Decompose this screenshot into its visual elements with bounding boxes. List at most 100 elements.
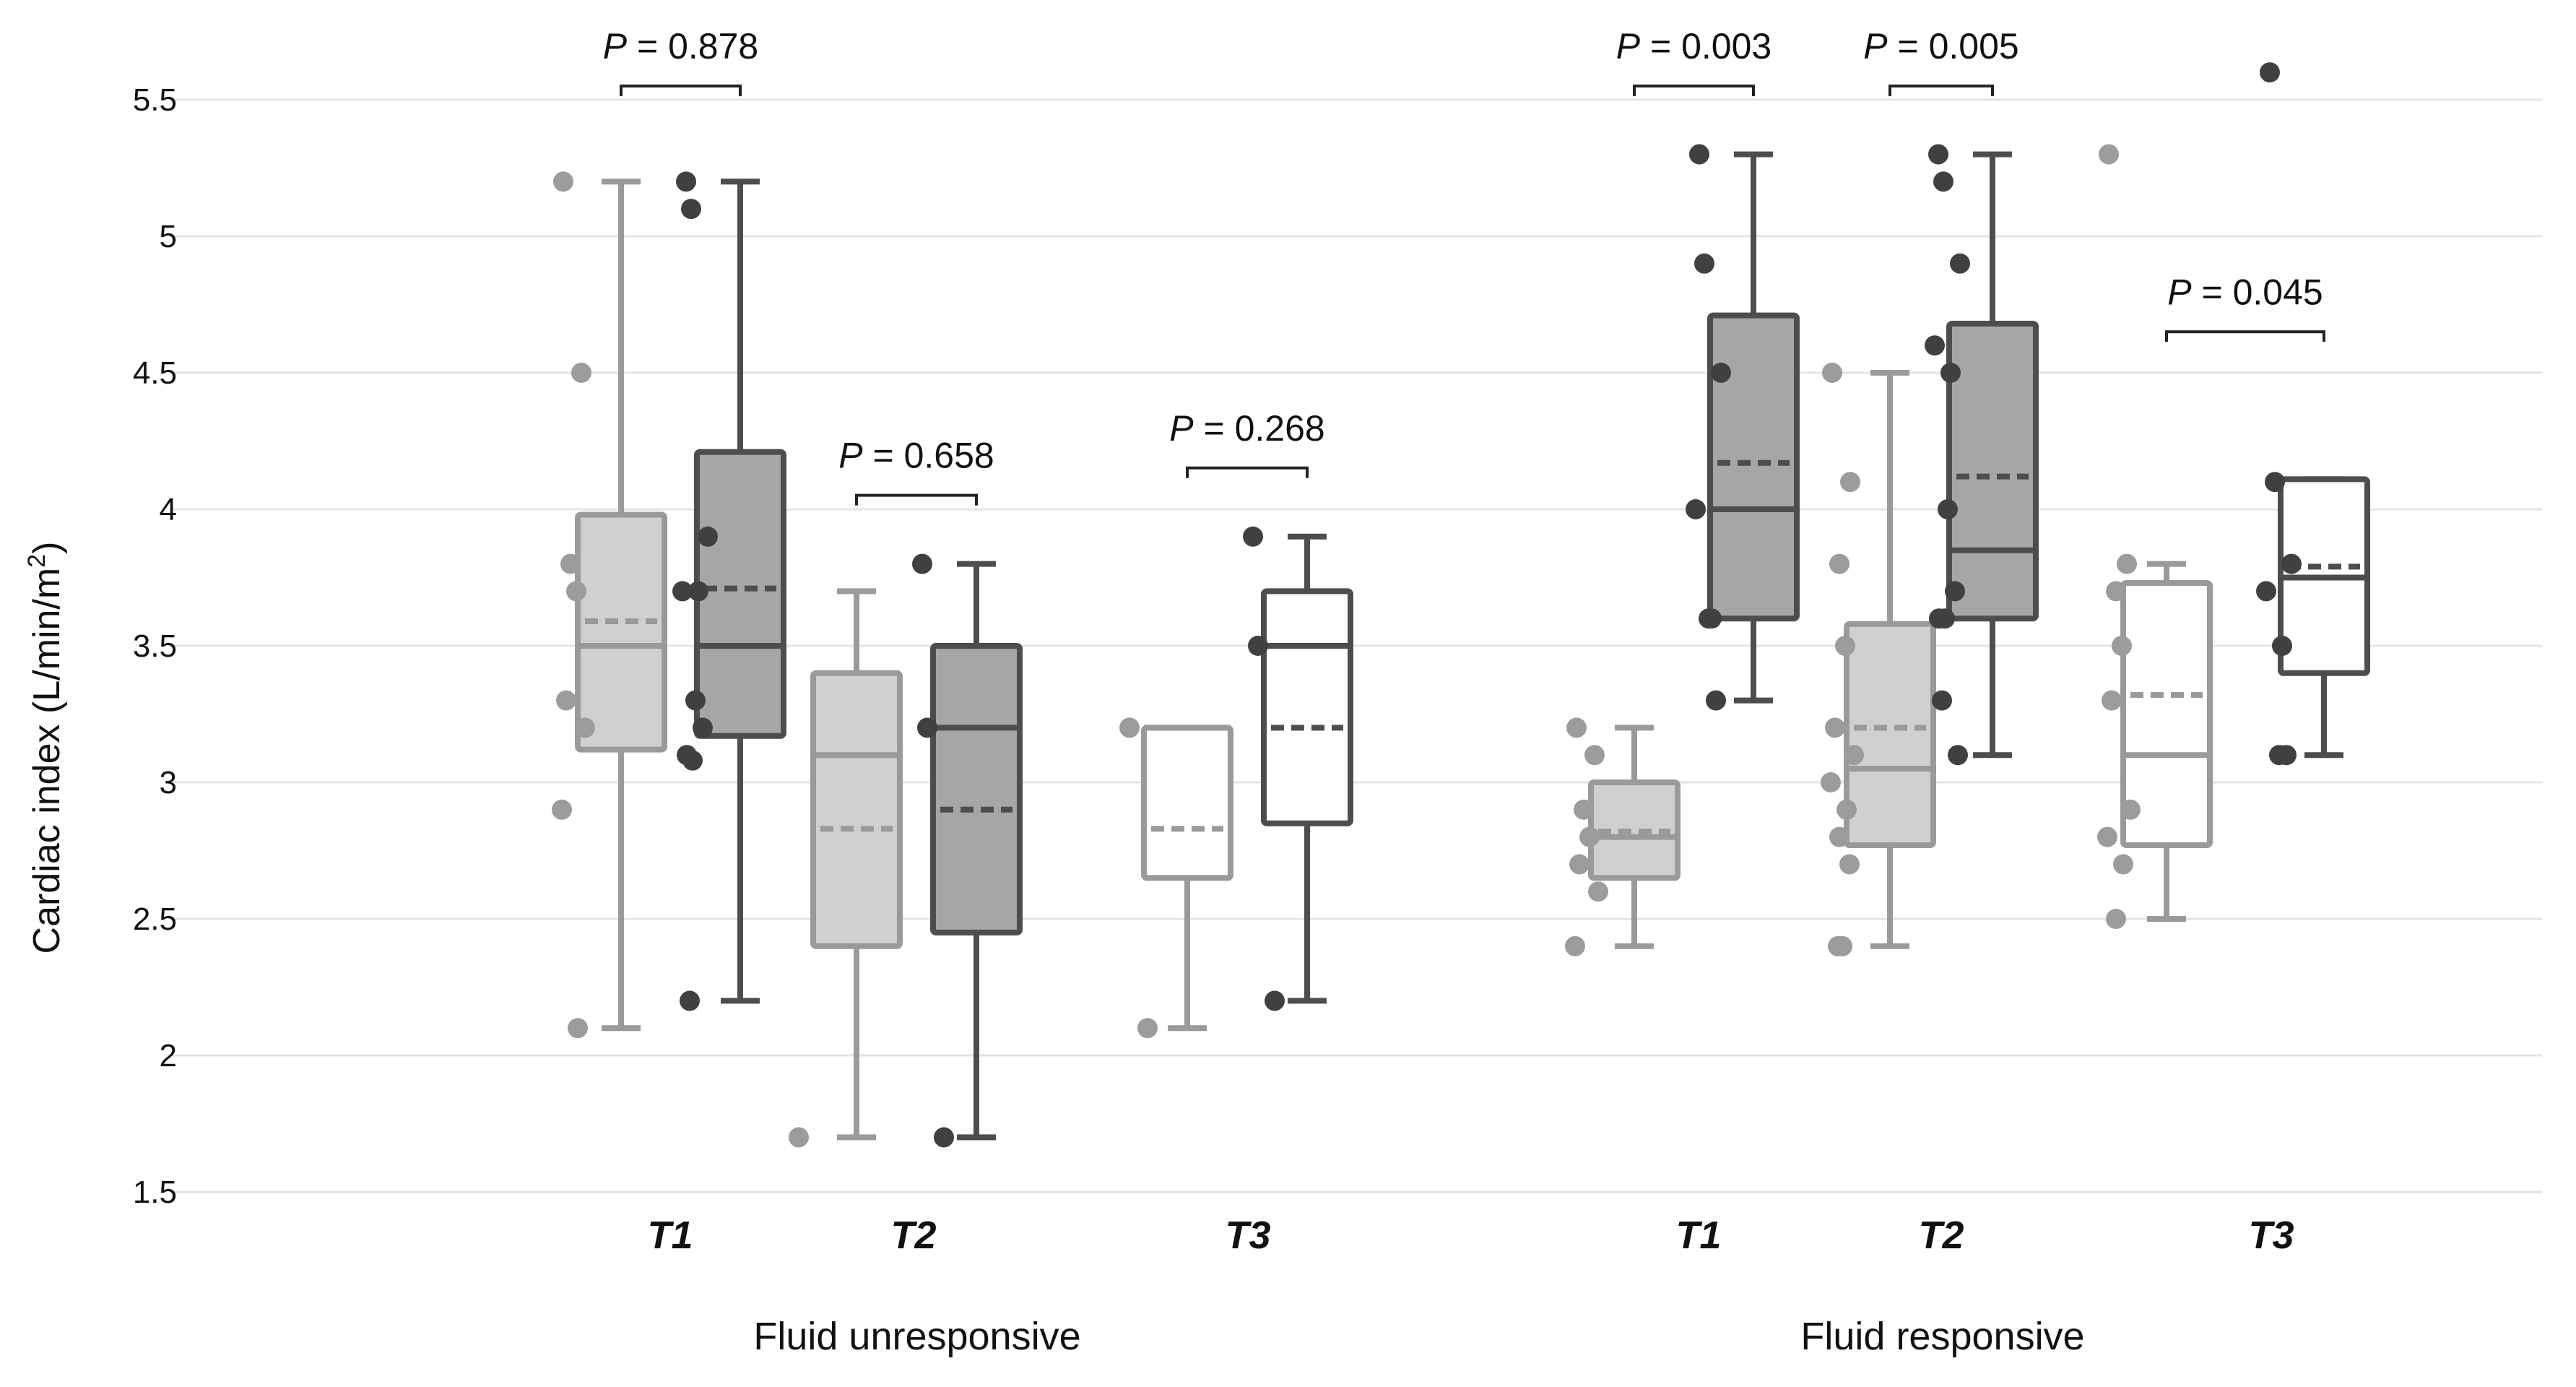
- data-point: [685, 690, 706, 711]
- data-point: [681, 199, 701, 220]
- data-point: [789, 1127, 809, 1148]
- data-point: [693, 717, 713, 738]
- box-iqr: [575, 511, 667, 753]
- data-point: [2117, 553, 2137, 574]
- p-value-label: P = 0.268: [1169, 408, 1324, 449]
- data-point: [1839, 854, 1860, 875]
- p-symbol: P: [838, 436, 863, 476]
- data-point: [553, 171, 573, 192]
- timepoint-label: T3: [1225, 1214, 1270, 1257]
- p-value: = 0.045: [2192, 272, 2323, 312]
- data-point: [1711, 363, 1731, 383]
- data-point: [1119, 717, 1140, 738]
- data-point: [1844, 745, 1864, 766]
- light-box-t3: [1119, 717, 1233, 1039]
- data-point: [1821, 772, 1841, 792]
- light-box-t1: [1565, 717, 1681, 956]
- data-point: [2276, 745, 2297, 766]
- data-point: [566, 581, 586, 602]
- p-value: = 0.658: [863, 436, 994, 476]
- data-point: [1686, 499, 1706, 519]
- box-iqr: [1261, 588, 1353, 826]
- dark-box-t1: [672, 171, 786, 1011]
- timepoint-label: T3: [2248, 1214, 2294, 1257]
- dark-box-t2: [1925, 144, 2039, 766]
- data-point: [1928, 144, 1948, 165]
- y-tick-label: 1.5: [133, 1175, 177, 1210]
- data-point: [1248, 636, 1268, 656]
- data-point: [1699, 608, 1719, 629]
- p-value-label: P = 0.003: [1616, 26, 1771, 66]
- data-point: [1828, 936, 1848, 956]
- data-point: [1565, 936, 1585, 956]
- y-tick-label: 2: [160, 1038, 177, 1073]
- data-point: [1829, 553, 1849, 574]
- p-value-label: P = 0.658: [838, 436, 994, 476]
- data-point: [672, 581, 693, 602]
- data-point: [934, 1127, 954, 1148]
- data-point: [2272, 636, 2292, 656]
- p-symbol: P: [603, 26, 628, 66]
- p-value-label: P = 0.878: [603, 26, 758, 66]
- timepoint-t1: P = 0.878 T1: [552, 26, 786, 1257]
- box-iqr: [1141, 725, 1233, 881]
- box-iqr: [694, 449, 786, 739]
- y-tick-label: 3: [160, 765, 177, 800]
- data-point: [2106, 909, 2126, 929]
- data-point: [1584, 745, 1605, 766]
- data-point: [1932, 690, 1952, 711]
- timepoint-label: T2: [1918, 1214, 1964, 1257]
- data-point: [1836, 799, 1857, 820]
- data-point: [560, 553, 581, 574]
- data-point: [2120, 799, 2141, 820]
- data-point: [1940, 363, 1961, 383]
- significance-bracket: [855, 493, 978, 506]
- p-symbol: P: [1863, 26, 1888, 66]
- p-symbol: P: [2167, 272, 2192, 312]
- data-point: [1694, 253, 1714, 274]
- data-point: [1938, 499, 1958, 519]
- data-point: [912, 553, 932, 574]
- data-point: [682, 750, 703, 771]
- box-iqr: [2120, 580, 2213, 848]
- data-point: [917, 717, 937, 738]
- light-box-t2: [1821, 363, 1936, 956]
- data-point: [2106, 581, 2126, 602]
- data-point: [552, 799, 572, 820]
- group-label: Fluid unresponsive: [753, 1315, 1080, 1358]
- p-value: = 0.003: [1640, 26, 1771, 66]
- data-point: [2102, 690, 2122, 711]
- group-label: Fluid responsive: [1800, 1315, 2084, 1358]
- data-point: [2097, 826, 2117, 847]
- box-iqr: [1946, 320, 2039, 622]
- data-point: [1935, 608, 1955, 629]
- light-box-t2: [789, 588, 903, 1148]
- box-iqr: [930, 643, 1023, 936]
- data-point: [1137, 1018, 1158, 1039]
- data-point: [1588, 881, 1608, 902]
- data-point: [1689, 144, 1709, 165]
- data-point: [556, 690, 576, 711]
- dark-box-t3: [1243, 526, 1353, 1011]
- data-point: [688, 581, 708, 602]
- data-point: [1925, 335, 1945, 356]
- timepoint-label: T1: [647, 1214, 693, 1257]
- data-point: [1574, 799, 1594, 820]
- y-tick-label: 4: [160, 492, 177, 527]
- light-box-t1: [552, 171, 667, 1039]
- data-point: [680, 990, 700, 1011]
- group-fluid-unresponsive: P = 0.878 T1 P = 0.658 T2 P = 0.268 T3 Fluid u…: [552, 26, 1353, 1358]
- plot-area: P = 0.878 T1 P = 0.658 T2 P = 0.268 T3 Fluid u…: [552, 26, 2370, 1358]
- significance-bracket: [620, 85, 742, 97]
- box-iqr: [1844, 621, 1936, 848]
- significance-bracket: [1888, 85, 1994, 97]
- data-point: [1948, 745, 1968, 766]
- data-point: [1706, 690, 1726, 711]
- y-tick-label: 5.5: [133, 82, 177, 118]
- data-point: [1840, 472, 1860, 493]
- data-point: [571, 363, 591, 383]
- data-point: [1243, 526, 1263, 547]
- y-tick-label: 3.5: [133, 628, 177, 664]
- y-axis-ticks: 1.5 2 2.5 3 3.5 4 4.5 5 5.5: [133, 82, 177, 1210]
- significance-bracket: [1186, 466, 1309, 478]
